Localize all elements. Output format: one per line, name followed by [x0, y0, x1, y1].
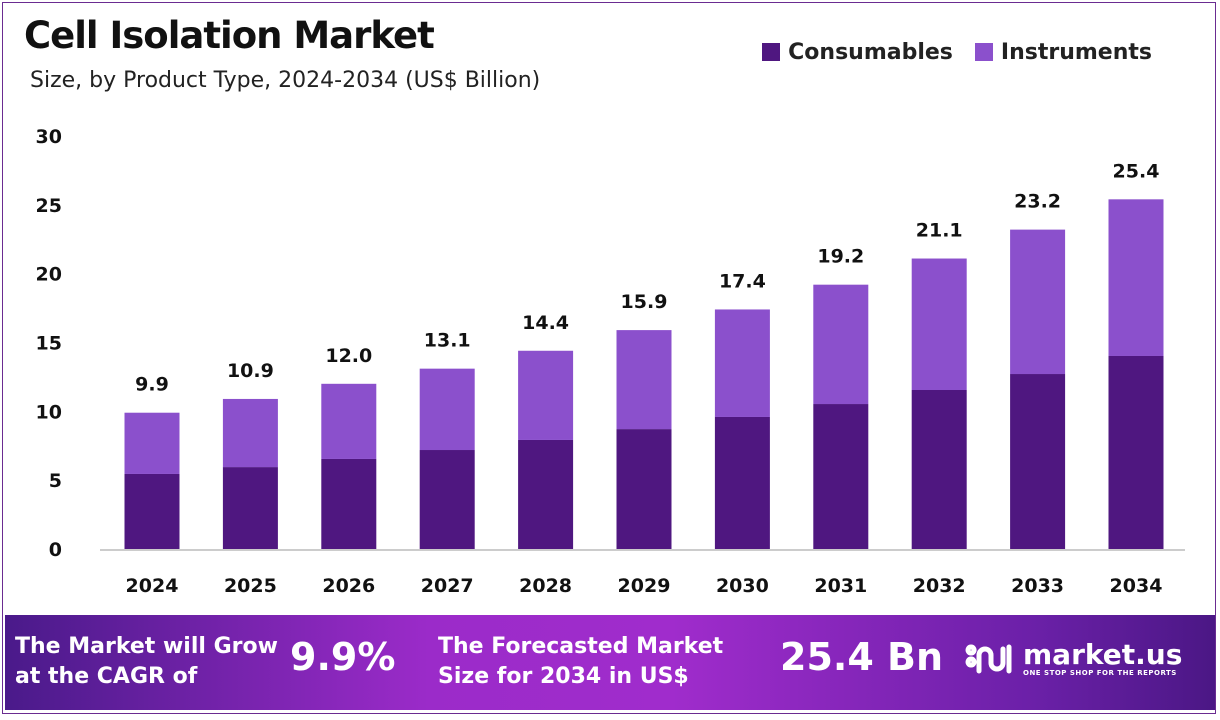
bar-consumables — [518, 439, 574, 549]
y-tick-label: 15 — [36, 333, 62, 355]
data-label: 21.1 — [916, 220, 963, 242]
forecast-label-line2: Size for 2034 in US$ — [438, 664, 689, 689]
legend-swatch — [762, 43, 781, 61]
data-label: 17.4 — [719, 270, 766, 292]
summary-banner: The Market will Grow at the CAGR of 9.9% … — [5, 615, 1215, 710]
bar-instruments — [124, 412, 180, 474]
bar-instruments — [616, 330, 672, 430]
x-tick-label: 2027 — [421, 575, 474, 597]
x-tick-label: 2032 — [913, 575, 966, 597]
chart-subtitle: Size, by Product Type, 2024-2034 (US$ Bi… — [30, 68, 541, 93]
y-tick-label: 25 — [36, 195, 62, 217]
forecast-label: The Forecasted Market Size for 2034 in US… — [438, 632, 723, 692]
cagr-label-line2: at the CAGR of — [15, 664, 198, 689]
y-tick-label: 30 — [36, 126, 62, 148]
legend-label: Consumables — [788, 40, 953, 65]
legend: Consumables Instruments — [762, 40, 1152, 65]
bar-consumables — [222, 467, 278, 549]
data-label: 23.2 — [1014, 191, 1061, 213]
legend-item-instruments: Instruments — [974, 40, 1152, 65]
data-label: 19.2 — [817, 246, 864, 268]
x-tick-label: 2030 — [716, 575, 769, 597]
bar-instruments — [419, 368, 475, 451]
bar-consumables — [1010, 374, 1066, 549]
market-us-logo: market.us ONE STOP SHOP FOR THE REPORTS — [965, 639, 1182, 679]
forecast-label-line1: The Forecasted Market — [438, 634, 724, 659]
x-tick-label: 2034 — [1110, 575, 1163, 597]
x-tick-label: 2033 — [1011, 575, 1064, 597]
x-tick-label: 2028 — [519, 575, 572, 597]
x-tick-label: 2024 — [126, 575, 179, 597]
cagr-label: The Market will Grow at the CAGR of — [15, 632, 278, 692]
bar-consumables — [616, 429, 672, 549]
data-label: 9.9 — [135, 374, 169, 396]
bar-consumables — [714, 416, 770, 549]
y-tick-label: 5 — [49, 470, 62, 492]
cagr-value: 9.9% — [290, 635, 396, 679]
data-label: 10.9 — [227, 360, 274, 382]
x-tick-label: 2031 — [814, 575, 867, 597]
bar-instruments — [1010, 229, 1066, 375]
x-tick-label: 2029 — [618, 575, 671, 597]
data-label: 15.9 — [621, 291, 668, 313]
bar-instruments — [222, 398, 278, 468]
logo-name: market.us — [1023, 638, 1183, 671]
bar-consumables — [1108, 355, 1164, 549]
bar-consumables — [321, 458, 377, 549]
logo-tagline: ONE STOP SHOP FOR THE REPORTS — [1023, 669, 1177, 677]
chart-title: Cell Isolation Market — [24, 14, 435, 57]
x-tick-label: 2025 — [224, 575, 277, 597]
data-label: 13.1 — [424, 330, 471, 352]
bar-chart: 0510152025309.9202410.9202512.0202613.12… — [36, 126, 1185, 597]
legend-item-consumables: Consumables — [762, 40, 953, 65]
logo-icon — [965, 644, 1012, 674]
bar-instruments — [714, 309, 770, 417]
y-tick-label: 10 — [36, 401, 62, 423]
bar-instruments — [911, 258, 967, 390]
legend-label: Instruments — [1000, 40, 1152, 65]
legend-swatch — [974, 43, 993, 61]
bar-instruments — [813, 284, 869, 405]
bar-instruments — [518, 350, 574, 440]
bar-instruments — [321, 383, 377, 459]
data-label: 25.4 — [1113, 160, 1160, 182]
data-label: 14.4 — [522, 312, 569, 334]
bar-consumables — [813, 404, 869, 549]
bar-consumables — [124, 473, 180, 549]
forecast-value: 25.4 Bn — [780, 635, 944, 679]
bar-consumables — [911, 389, 967, 549]
y-tick-label: 20 — [36, 264, 62, 286]
bar-consumables — [419, 450, 475, 549]
x-tick-label: 2026 — [322, 575, 375, 597]
data-label: 12.0 — [325, 345, 372, 367]
cagr-label-line1: The Market will Grow — [15, 634, 278, 659]
bar-instruments — [1108, 199, 1164, 356]
y-tick-label: 0 — [49, 539, 62, 561]
